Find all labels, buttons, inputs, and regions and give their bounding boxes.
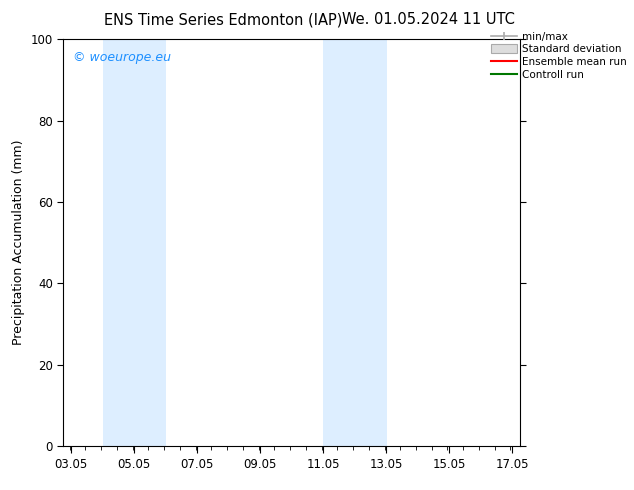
Bar (323, 39, 387, 446)
Text: ENS Time Series Edmonton (IAP): ENS Time Series Edmonton (IAP) (104, 12, 342, 27)
Text: © woeurope.eu: © woeurope.eu (72, 51, 171, 64)
Text: We. 01.05.2024 11 UTC: We. 01.05.2024 11 UTC (342, 12, 515, 27)
Y-axis label: Precipitation Accumulation (mm): Precipitation Accumulation (mm) (12, 140, 25, 345)
Bar (103, 39, 166, 446)
Legend: min/max, Standard deviation, Ensemble mean run, Controll run: min/max, Standard deviation, Ensemble me… (489, 30, 629, 82)
